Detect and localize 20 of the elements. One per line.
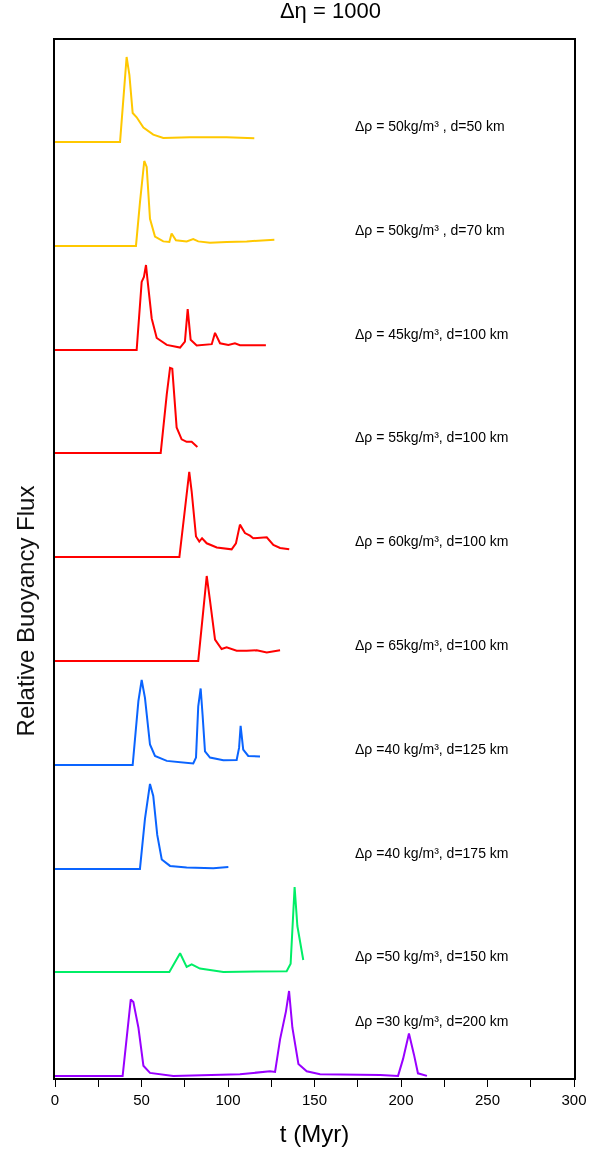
x-tick-label: 100	[215, 1091, 241, 1109]
y-axis-title: Relative Buoyancy Flux	[11, 485, 40, 737]
x-tick-label: 300	[561, 1091, 587, 1109]
x-axis-title: t (Myr)	[279, 1119, 350, 1147]
text: Δρ = 50kg/m³ , d=70 km	[355, 221, 505, 238]
text: Δρ = 45kg/m³, d=100 km	[355, 325, 509, 342]
text: Δρ =40 kg/m³, d=125 km	[355, 740, 509, 757]
text: Δρ = 55kg/m³, d=100 km	[355, 429, 509, 446]
text: Δρ =40 kg/m³, d=175 km	[355, 844, 509, 861]
text: Δρ = 60kg/m³, d=100 km	[355, 533, 509, 550]
text: Δρ = 50kg/m³ , d=50 km	[355, 118, 505, 134]
x-tick-label: 0	[50, 1091, 60, 1109]
x-tick-label: 150	[301, 1091, 328, 1109]
chart-title: Δη = 1000	[279, 0, 381, 24]
text: Δρ = 65kg/m³, d=100 km	[355, 636, 509, 653]
series-label: Δρ =30 kg/m³, d=200 km	[355, 1013, 509, 1030]
x-tick-label: 200	[388, 1091, 414, 1109]
text: Δρ =50 kg/m³, d=150 km	[355, 948, 509, 965]
x-tick-label: 50	[133, 1091, 150, 1109]
x-tick-label: 250	[474, 1091, 501, 1109]
